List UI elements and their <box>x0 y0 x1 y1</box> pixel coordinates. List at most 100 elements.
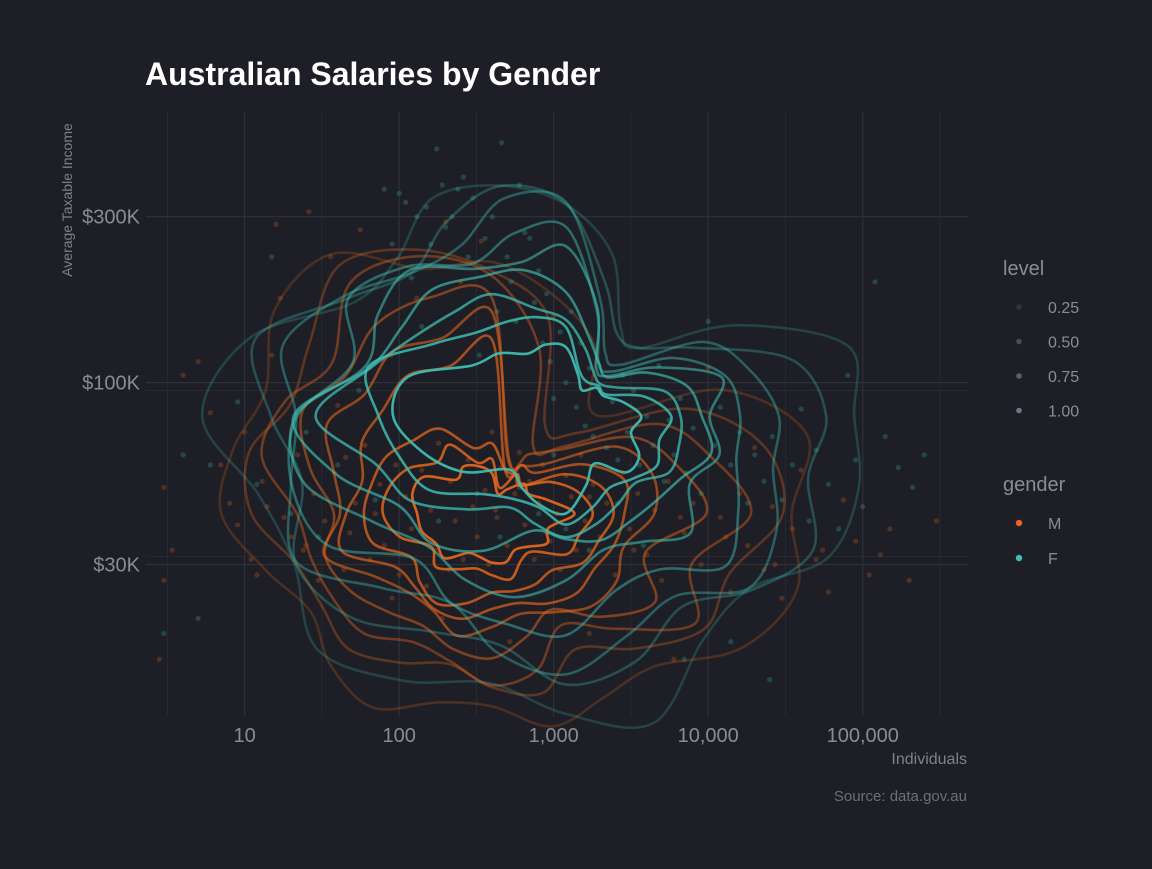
data-point-f <box>540 340 546 346</box>
data-point-f <box>513 318 519 324</box>
data-point-f <box>615 500 621 506</box>
y-tick-label: $30K <box>93 554 140 576</box>
data-point-m <box>635 490 641 497</box>
data-point-m <box>877 552 883 558</box>
data-point-f <box>563 526 569 532</box>
data-point-m <box>631 547 637 553</box>
data-point-f <box>508 279 514 285</box>
legend-level: level 0.25 0.50 0.75 1.00 <box>1003 258 1079 421</box>
data-point-m <box>156 656 162 663</box>
data-point-f <box>288 510 294 517</box>
contour-f <box>391 342 643 516</box>
data-point-m <box>551 313 557 319</box>
data-point-f <box>335 462 341 468</box>
data-point-f <box>396 190 402 196</box>
data-point-f <box>381 186 387 192</box>
data-point-m <box>906 577 912 584</box>
contour-m <box>410 463 576 565</box>
data-point-m <box>423 583 429 589</box>
data-point-m <box>311 490 317 497</box>
data-point-m <box>582 518 588 524</box>
data-point-m <box>866 572 872 578</box>
data-point-m <box>328 254 334 260</box>
data-point-m <box>388 352 394 358</box>
data-point-m <box>652 507 658 513</box>
data-point-m <box>341 567 347 573</box>
data-point-m <box>573 547 579 553</box>
data-point-m <box>769 504 775 510</box>
data-point-f <box>717 404 724 410</box>
data-point-f <box>449 214 455 220</box>
data-point-m <box>840 497 847 503</box>
data-point-f <box>460 174 466 180</box>
data-point-f <box>544 291 550 297</box>
x-tick-label: 10 <box>234 725 256 747</box>
data-point-f <box>698 490 704 497</box>
data-point-f <box>527 235 533 241</box>
data-point-m <box>698 561 704 568</box>
contour-f <box>250 184 828 687</box>
legend-level-swatch <box>1016 407 1022 414</box>
data-point-m <box>315 577 321 584</box>
data-point-f <box>650 442 656 448</box>
data-point-f <box>434 146 440 152</box>
data-point-f <box>872 279 878 285</box>
data-point-f <box>683 470 689 476</box>
data-point-f <box>489 214 495 220</box>
legend-gender-swatch <box>1015 519 1023 527</box>
data-point-m <box>443 219 449 225</box>
data-point-f <box>853 457 859 463</box>
data-point-m <box>737 490 743 497</box>
data-point-m <box>294 452 301 458</box>
data-point-f <box>573 404 579 410</box>
data-point-m <box>489 429 495 435</box>
data-point-f <box>813 447 819 453</box>
data-point-m <box>586 630 592 637</box>
data-point-m <box>772 561 778 568</box>
data-point-m <box>347 530 353 536</box>
data-point-f <box>586 365 592 371</box>
data-point-m <box>161 577 167 584</box>
data-point-m <box>288 534 294 540</box>
data-point-f <box>597 387 603 393</box>
data-point-f <box>921 452 927 458</box>
data-point-m <box>499 464 505 471</box>
data-point-m <box>277 295 283 301</box>
legend-gender: gender M F <box>1003 474 1066 568</box>
axes: 10 100 1,000 10,000 100,000 $30K $100K $300K <box>82 207 899 747</box>
data-point-m <box>396 572 402 578</box>
data-point-f <box>656 362 662 369</box>
x-tick-label: 100 <box>382 725 415 747</box>
y-tick-label: $300K <box>82 207 140 229</box>
data-point-m <box>273 221 279 227</box>
legend-level-title: level <box>1003 258 1044 280</box>
data-point-m <box>447 478 454 484</box>
data-point-f <box>845 372 851 378</box>
data-point-m <box>933 518 940 524</box>
data-point-f <box>494 309 500 315</box>
data-point-m <box>414 295 420 301</box>
data-point-f <box>235 399 241 405</box>
contour-f <box>314 292 683 539</box>
data-point-m <box>516 449 523 455</box>
data-point-m <box>281 514 287 520</box>
legend-level-swatch <box>1016 338 1022 345</box>
data-point-f <box>624 429 631 435</box>
data-point-f <box>403 199 409 205</box>
data-points <box>156 140 940 683</box>
y-axis-title: Average Taxable Income <box>59 123 75 277</box>
data-point-f <box>789 462 795 468</box>
legend-level-swatch <box>1016 304 1022 310</box>
data-point-m <box>259 478 265 484</box>
data-point-m <box>300 547 306 553</box>
data-point-f <box>882 433 888 440</box>
contour-f <box>200 184 862 730</box>
grid-lines <box>146 112 968 716</box>
data-point-f <box>531 299 538 306</box>
data-point-f <box>690 425 696 431</box>
data-point-f <box>705 318 711 324</box>
data-point-f <box>895 464 901 471</box>
data-point-f <box>557 329 563 335</box>
data-point-m <box>248 556 254 563</box>
data-point-m <box>254 572 260 578</box>
